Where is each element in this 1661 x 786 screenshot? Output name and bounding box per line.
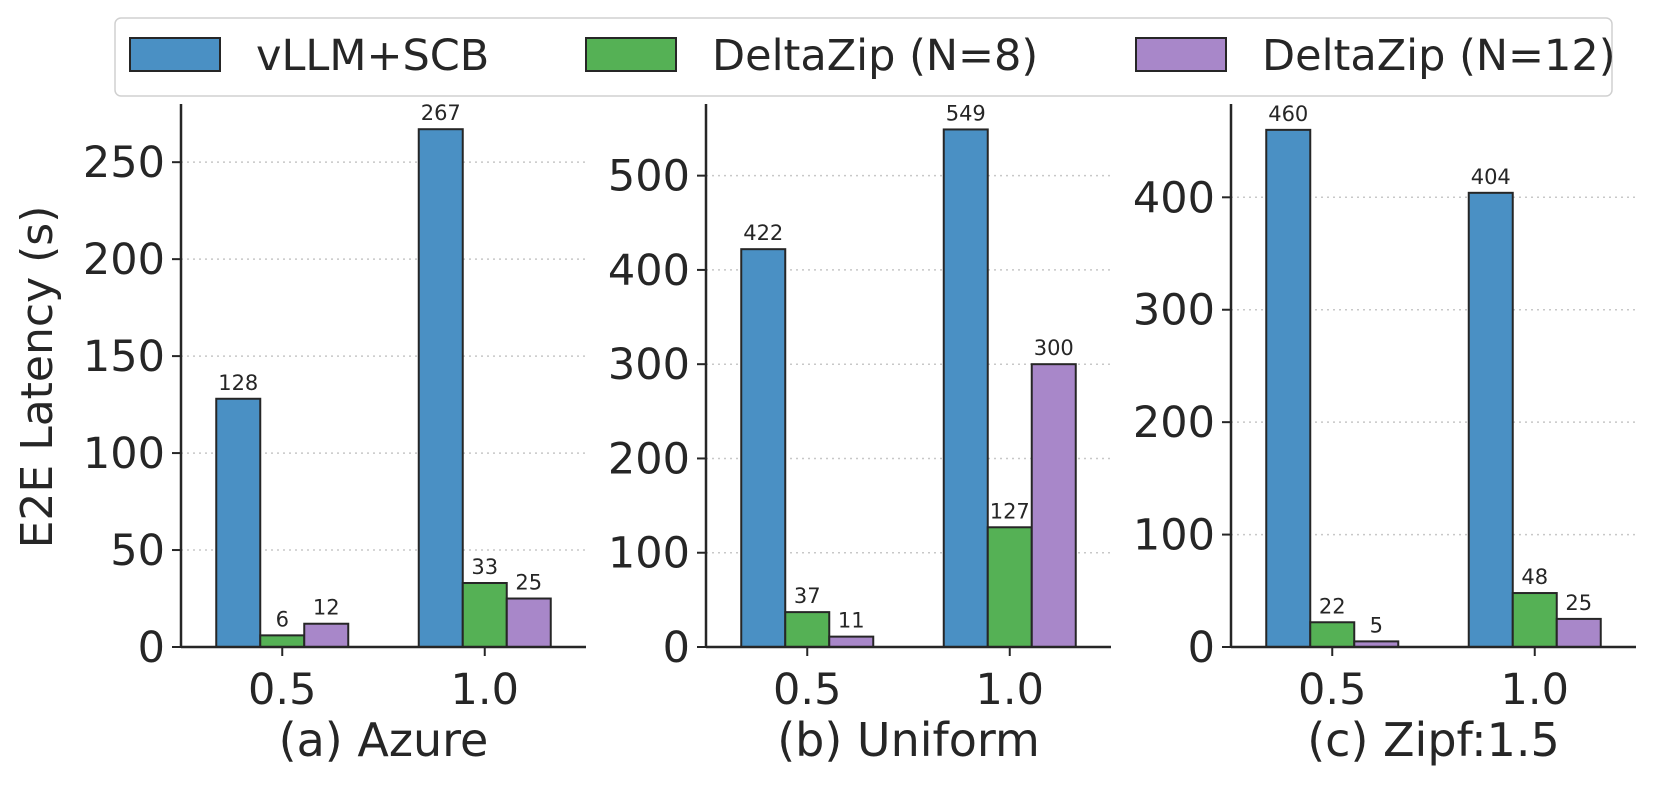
data-label: 25	[1565, 591, 1592, 615]
legend-label-vllm-scb: vLLM+SCB	[256, 31, 489, 81]
y-tick-label: 100	[608, 529, 690, 579]
panel-a-azure: 0 50 100 150 200 250 128 6 12 0.5 267 33 25 1.0(a) Az…	[83, 101, 586, 767]
panel-c-zipf-1-5: 0 100 200 300 400 460 22 5 0.5 404 48 25 1.0(c) Zipf…	[1133, 102, 1636, 767]
legend-frame	[114, 17, 1613, 97]
x-tick-label: 1.0	[976, 665, 1044, 715]
y-tick-label: 200	[1133, 398, 1215, 448]
bar-deltazip-n-12-1-0	[1030, 363, 1077, 648]
data-label: 6	[276, 607, 289, 631]
panel-title: (c) Zipf:1.5	[1307, 713, 1560, 767]
legend-swatch-vllm-scb	[129, 37, 221, 72]
y-axis-label: E2E Latency (s)	[12, 206, 63, 549]
bar-vllm-scb-0-5	[215, 397, 262, 648]
y-tick-label: 0	[138, 623, 165, 673]
y-tick-label: 400	[1133, 173, 1215, 223]
y-tick-label: 100	[83, 429, 165, 479]
bar-deltazip-n-12-1-0	[505, 597, 552, 649]
y-tick-label: 500	[608, 152, 690, 202]
panel-title: (a) Azure	[279, 713, 489, 767]
data-label: 549	[946, 101, 986, 125]
data-label: 404	[1471, 165, 1511, 189]
x-tick-label: 0.5	[248, 665, 316, 715]
data-label: 22	[1319, 594, 1346, 618]
legend-swatch-deltazip-n-12	[1135, 37, 1227, 72]
data-label: 267	[421, 101, 461, 125]
y-tick-label: 0	[663, 623, 690, 673]
y-tick-label: 200	[608, 434, 690, 484]
y-tick-label: 50	[110, 526, 165, 576]
data-label: 422	[743, 221, 783, 245]
data-label: 460	[1268, 102, 1308, 126]
bar-deltazip-n-8-1-0	[461, 582, 508, 649]
y-tick-label: 300	[1133, 286, 1215, 336]
bar-deltazip-n-8-0-5	[784, 611, 831, 649]
bar-deltazip-n-8-0-5	[259, 634, 306, 648]
bar-deltazip-n-12-1-0	[1555, 617, 1602, 648]
bar-deltazip-n-8-1-0	[1511, 592, 1558, 649]
y-tick-label: 400	[608, 246, 690, 296]
panel-title: (b) Uniform	[777, 713, 1040, 767]
bar-deltazip-n-12-0-5	[303, 622, 350, 649]
y-tick-label: 150	[83, 332, 165, 382]
bar-vllm-scb-0-5	[740, 248, 787, 648]
x-tick-label: 0.5	[1298, 665, 1366, 715]
x-tick-label: 1.0	[451, 665, 519, 715]
data-label: 127	[990, 499, 1030, 523]
data-label: 5	[1370, 613, 1383, 637]
bar-vllm-scb-0-5	[1265, 128, 1312, 649]
data-label: 12	[313, 596, 340, 620]
data-label: 33	[471, 555, 498, 579]
bar-deltazip-n-8-1-0	[986, 526, 1033, 649]
bar-vllm-scb-1-0	[942, 128, 989, 648]
bar-vllm-scb-1-0	[1467, 191, 1514, 648]
data-label: 37	[794, 584, 821, 608]
x-tick-label: 0.5	[773, 665, 841, 715]
data-label: 11	[838, 609, 865, 633]
data-label: 25	[515, 571, 542, 595]
legend-label-deltazip-n-12: DeltaZip (N=12)	[1262, 31, 1616, 81]
legend-label-deltazip-n-8: DeltaZip (N=8)	[712, 31, 1038, 81]
data-label: 128	[218, 371, 258, 395]
legend-swatch-deltazip-n-8	[585, 37, 677, 72]
data-label: 48	[1521, 565, 1548, 589]
bar-deltazip-n-12-0-5	[828, 635, 875, 648]
y-tick-label: 100	[1133, 511, 1215, 561]
y-tick-label: 300	[608, 340, 690, 390]
y-tick-label: 250	[83, 138, 165, 188]
x-tick-label: 1.0	[1501, 665, 1569, 715]
bar-deltazip-n-8-0-5	[1309, 621, 1356, 649]
legend: vLLM+SCB DeltaZip (N=8) DeltaZip (N=12)	[114, 17, 1616, 97]
panel-b-uniform: 0 100 200 300 400 500 422 37 11 0.5 549 127 300 1.0(b…	[608, 101, 1111, 767]
y-tick-label: 0	[1188, 623, 1215, 673]
y-tick-label: 200	[83, 235, 165, 285]
data-label: 300	[1034, 336, 1074, 360]
bar-vllm-scb-1-0	[417, 128, 464, 649]
